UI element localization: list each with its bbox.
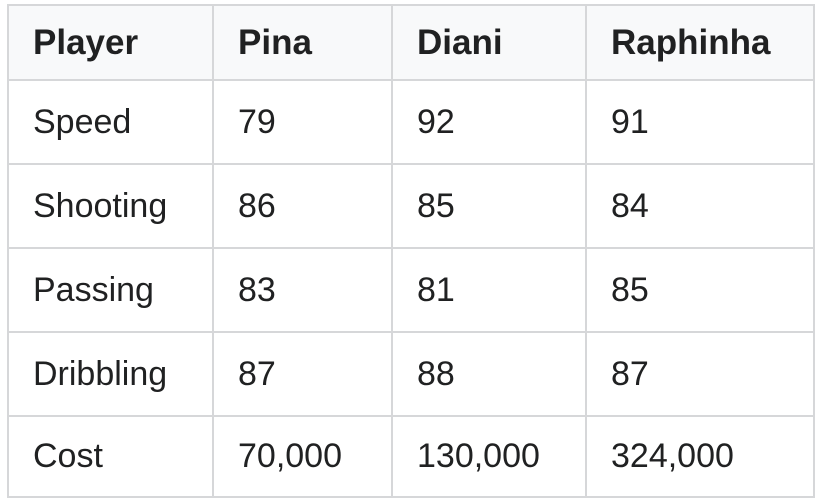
table-cell: 84 [585, 163, 815, 249]
table-row-speed: Speed 79 92 91 [7, 79, 815, 165]
table-row-dribbling: Dribbling 87 88 87 [7, 331, 815, 417]
header-row: Player Pina Diani Raphinha [7, 4, 815, 81]
table-cell: 91 [585, 79, 815, 165]
row-label: Dribbling [7, 331, 214, 417]
table-cell: 324,000 [585, 415, 815, 498]
table-cell: 85 [585, 247, 815, 333]
table-cell: 87 [212, 331, 393, 417]
table-row-shooting: Shooting 86 85 84 [7, 163, 815, 249]
table-cell: 92 [391, 79, 587, 165]
table-cell: 70,000 [212, 415, 393, 498]
column-header-player: Player [7, 4, 214, 81]
table-cell: 85 [391, 163, 587, 249]
table-cell: 81 [391, 247, 587, 333]
table-cell: 87 [585, 331, 815, 417]
table-row-cost: Cost 70,000 130,000 324,000 [7, 415, 815, 498]
column-header-diani: Diani [391, 4, 587, 81]
table-cell: 79 [212, 79, 393, 165]
table-cell: 88 [391, 331, 587, 417]
table-row-passing: Passing 83 81 85 [7, 247, 815, 333]
table-cell: 130,000 [391, 415, 587, 498]
row-label: Shooting [7, 163, 214, 249]
table-cell: 86 [212, 163, 393, 249]
column-header-pina: Pina [212, 4, 393, 81]
row-label: Passing [7, 247, 214, 333]
column-header-raphinha: Raphinha [585, 4, 815, 81]
row-label: Cost [7, 415, 214, 498]
row-label: Speed [7, 79, 214, 165]
table-cell: 83 [212, 247, 393, 333]
player-stats-table: Player Pina Diani Raphinha Speed 79 92 9… [7, 4, 815, 498]
